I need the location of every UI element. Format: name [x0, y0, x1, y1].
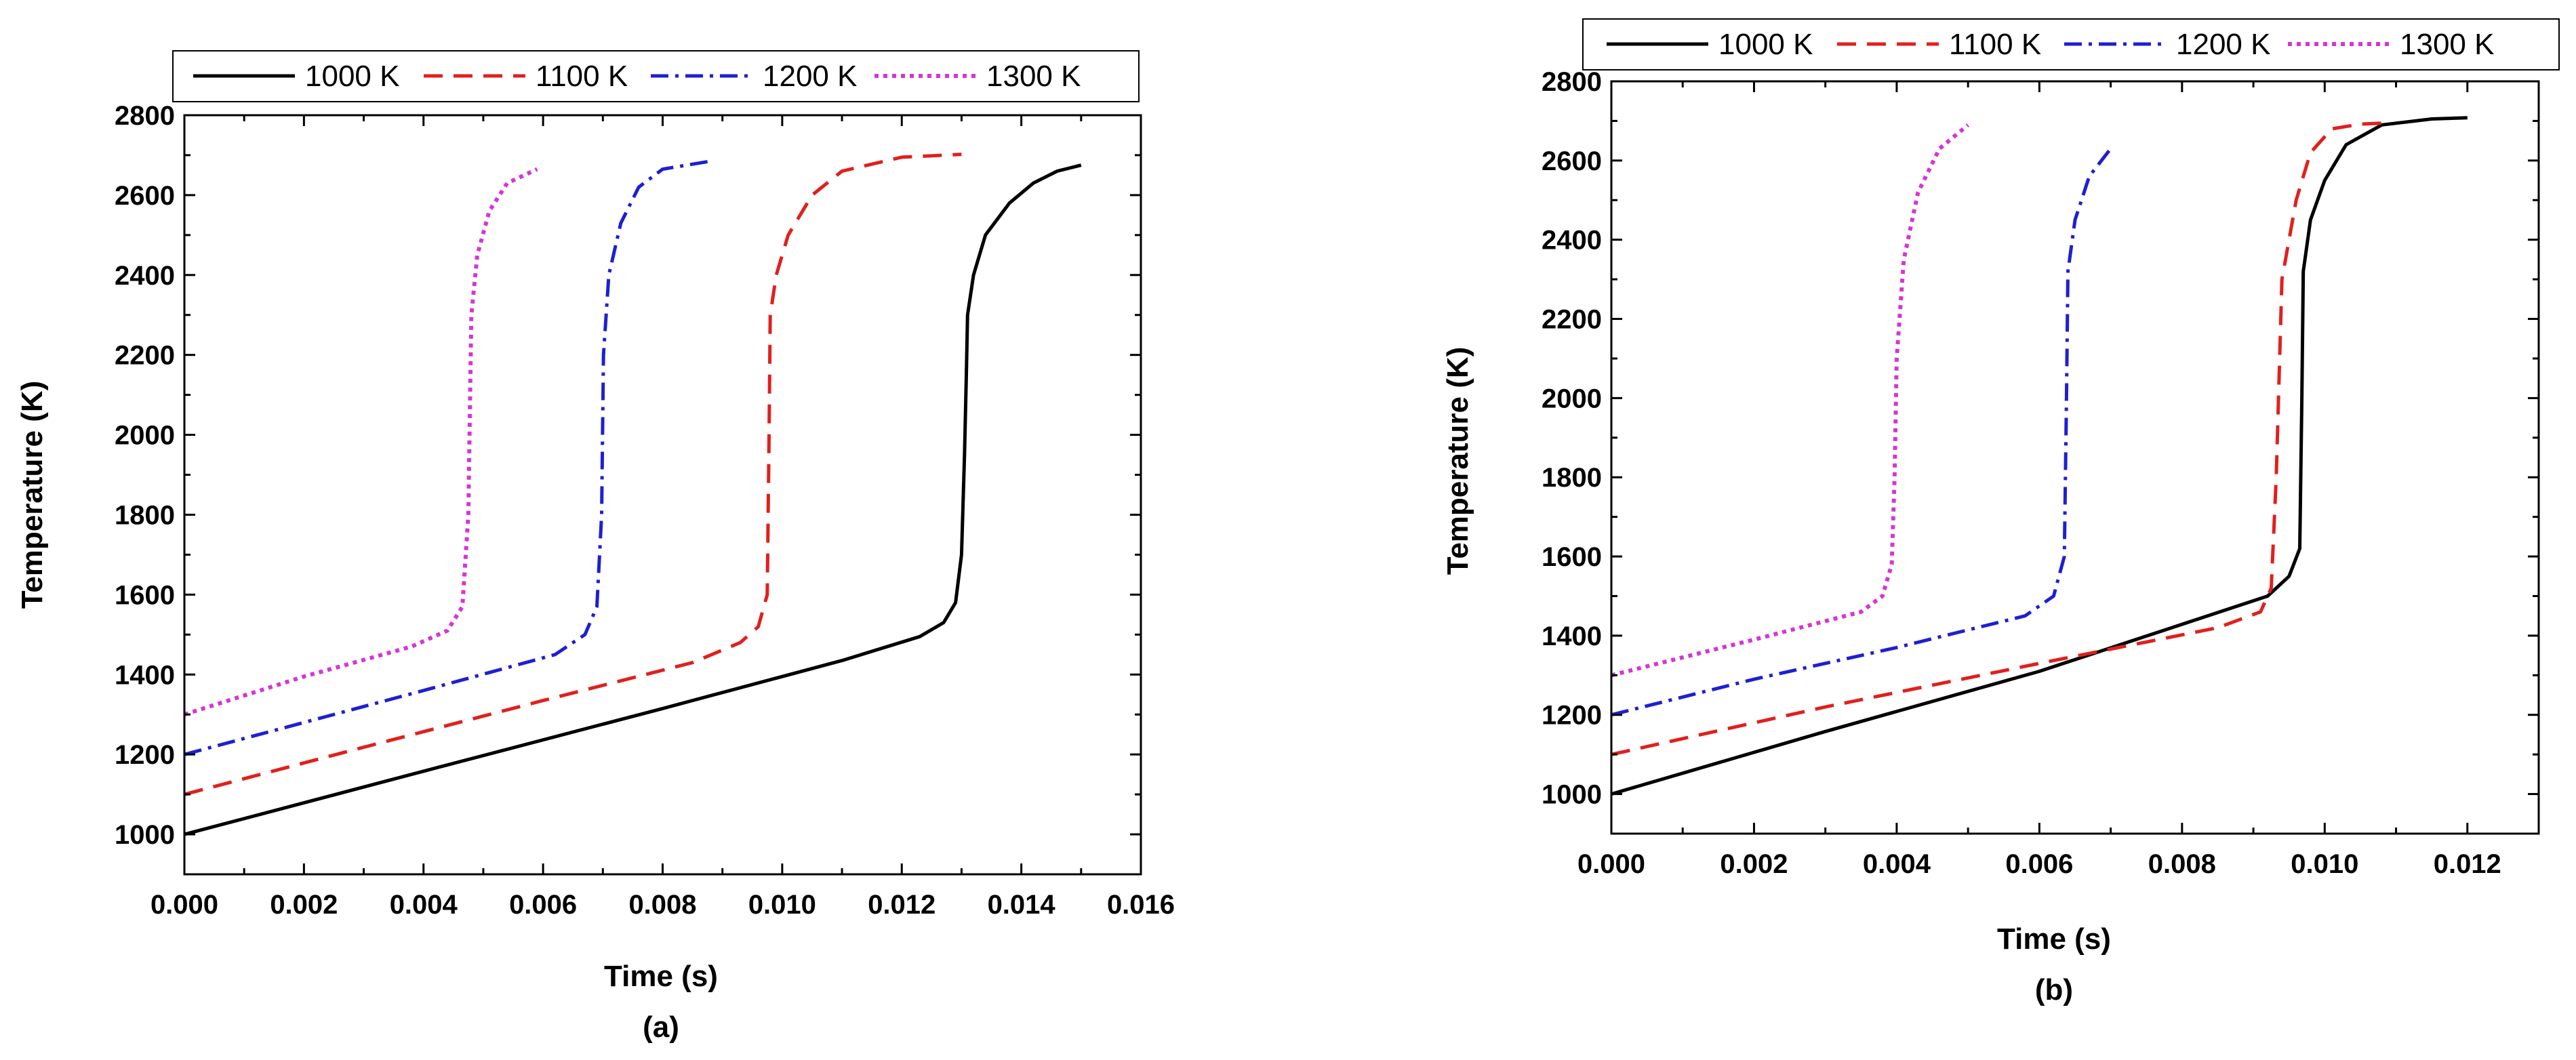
- y-tick-label: 2000: [115, 421, 175, 451]
- y-tick-label: 1800: [1542, 463, 1602, 493]
- y-tick-label: 1000: [1542, 780, 1602, 810]
- plot-frame-a: [183, 114, 1142, 876]
- y-tick-label: 2200: [1542, 305, 1602, 335]
- y-tick-label: 1200: [1542, 701, 1602, 731]
- x-tick-label: 0.002: [1720, 849, 1788, 879]
- y-tick-label: 1800: [115, 500, 175, 530]
- legend-label: 1200 K: [763, 60, 857, 93]
- y-tick-label: 2800: [115, 101, 175, 131]
- series-line-1300k: [1611, 123, 1970, 678]
- caption-a: (a): [643, 1011, 679, 1044]
- series-line-1100k: [184, 152, 962, 796]
- y-tick-label: 2400: [1542, 226, 1602, 256]
- x-tick-label: 0.008: [628, 890, 696, 920]
- x-tick-label: 0.012: [2434, 849, 2501, 879]
- y-axis-label-a: Temperature (K): [16, 381, 49, 609]
- y-tick-label: 2000: [1542, 384, 1602, 413]
- x-tick-label: 0.010: [2291, 849, 2358, 879]
- y-tick-label: 2600: [1542, 146, 1602, 176]
- series-line-1200k: [1611, 147, 2112, 717]
- x-tick-label: 0.000: [150, 890, 218, 920]
- x-tick-label: 0.004: [1863, 849, 1931, 879]
- x-axis-label-b: Time (s): [1997, 922, 2111, 956]
- y-tick-label: 1400: [1542, 621, 1602, 651]
- legend-label: 1300 K: [986, 60, 1081, 93]
- x-tick-label: 0.006: [2005, 849, 2073, 879]
- plot-frame-b: [1610, 80, 2540, 835]
- legend-label: 1000 K: [305, 60, 399, 93]
- chart-a: 1000 K 1100 K 1200 K 1300 K 0.000 0.002 0.004…: [16, 50, 1175, 1044]
- y-tick-label: 2600: [115, 181, 175, 211]
- x-tick-label: 0.004: [390, 890, 458, 920]
- y-tick-label: 1200: [115, 740, 175, 770]
- y-tick-label: 2200: [115, 341, 175, 371]
- y-tick-label: 2400: [115, 261, 175, 291]
- legend-label: 1200 K: [2176, 28, 2270, 61]
- x-axis-label-a: Time (s): [604, 960, 718, 993]
- series-line-1100k: [1611, 121, 2390, 756]
- x-tick-label: 0.016: [1107, 890, 1175, 920]
- y-axis-label-b: Temperature (K): [1441, 347, 1474, 575]
- y-tick-label: 2800: [1542, 67, 1602, 97]
- x-tick-label: 0.012: [868, 890, 935, 920]
- x-tick-label: 0.014: [988, 890, 1056, 920]
- legend-label: 1100 K: [1949, 28, 2041, 61]
- x-tick-label: 0.010: [748, 890, 816, 920]
- series-line-1300k: [184, 167, 538, 717]
- series-line-1000k: [1611, 116, 2468, 796]
- x-tick-label: 0.006: [509, 890, 577, 920]
- y-tick-label: 1600: [115, 580, 175, 610]
- caption-b: (b): [2035, 973, 2073, 1006]
- y-tick-label: 1600: [1542, 542, 1602, 572]
- legend-label: 1300 K: [2400, 28, 2494, 61]
- series-line-1000k: [184, 163, 1082, 836]
- y-tick-label: 1400: [115, 660, 175, 690]
- series-line-1200k: [184, 159, 711, 756]
- x-tick-label: 0.002: [270, 890, 338, 920]
- x-tick-label: 0.000: [1577, 849, 1645, 879]
- x-tick-label: 0.008: [2148, 849, 2216, 879]
- chart-b: 1000 K 1100 K 1200 K 1300 K 0.000 0.002 0.004…: [1441, 18, 2560, 1006]
- legend-label: 1000 K: [1718, 28, 1813, 61]
- legend-label: 1100 K: [536, 60, 628, 93]
- y-tick-label: 1000: [115, 820, 175, 850]
